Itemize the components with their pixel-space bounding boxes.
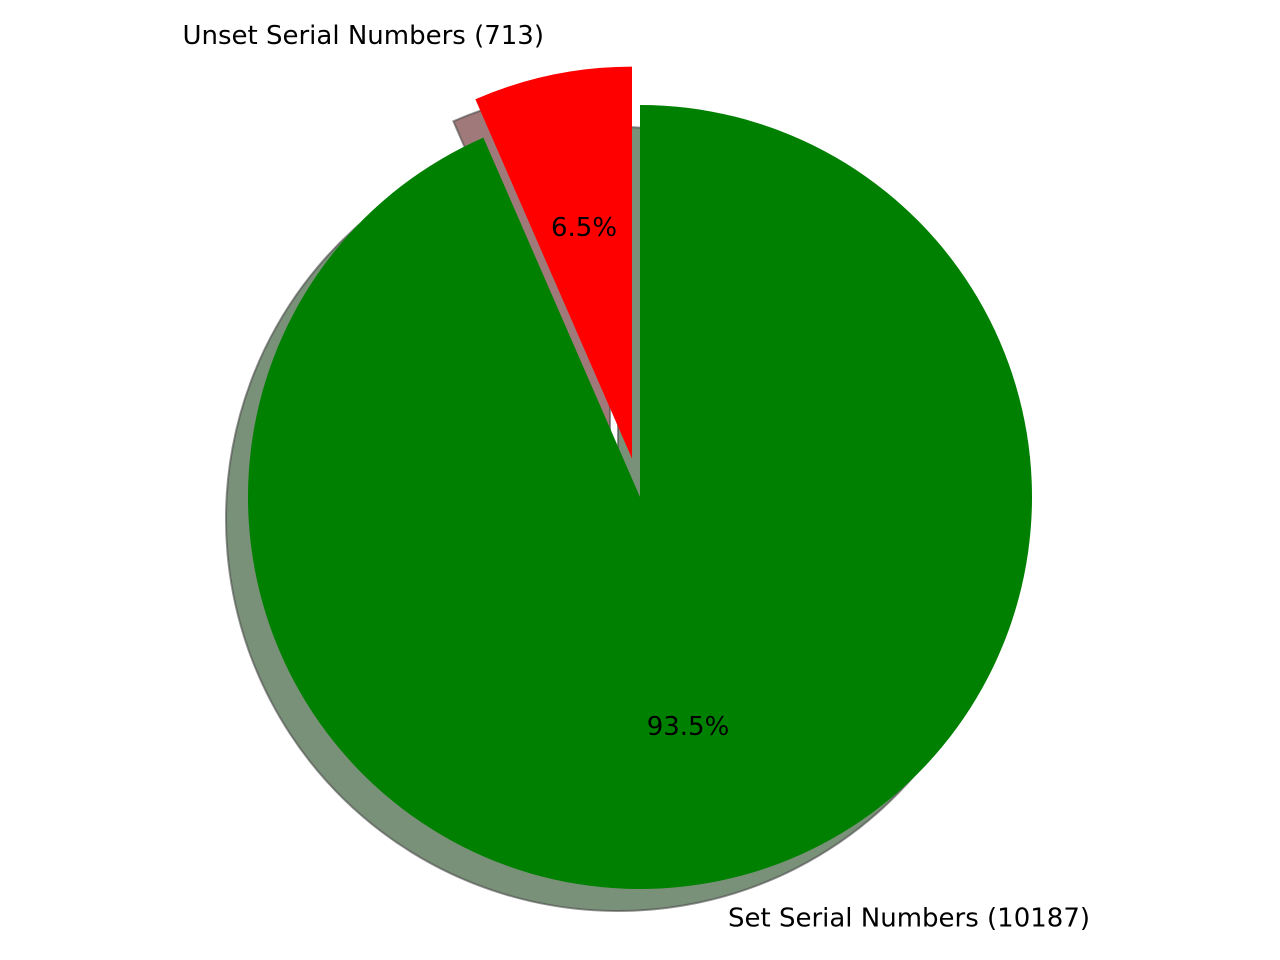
slice-percent-1: 93.5% bbox=[647, 712, 730, 742]
slice-label-1: Set Serial Numbers (10187) bbox=[728, 904, 1090, 934]
slice-layer bbox=[247, 66, 1032, 889]
slice-label-0: Unset Serial Numbers (713) bbox=[182, 21, 544, 51]
pie-slice-1 bbox=[247, 105, 1032, 889]
slice-percent-0: 6.5% bbox=[551, 213, 617, 243]
pie-slice-0 bbox=[475, 66, 633, 459]
label-layer: Unset Serial Numbers (713) 6.5% Set Serial… bbox=[182, 21, 1090, 934]
